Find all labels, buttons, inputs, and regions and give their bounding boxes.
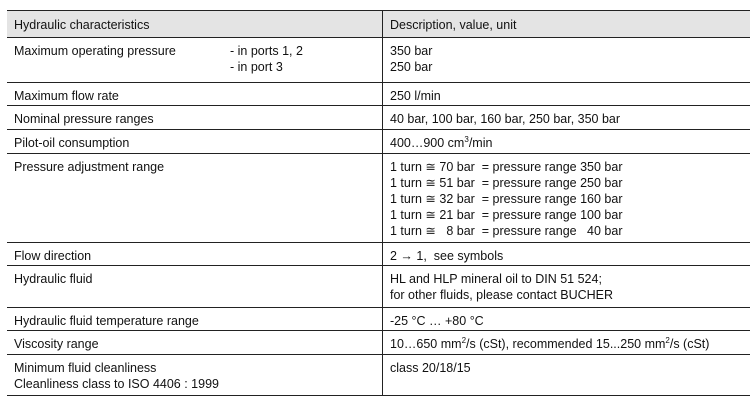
value-line: 1 turn ≅ 8 bar = pressure range 40 bar xyxy=(390,223,744,239)
value-line: class 20/18/15 xyxy=(390,360,744,376)
value-text: 250 l/min xyxy=(390,89,441,103)
value-text: 10…650 mm xyxy=(390,337,462,351)
characteristic-cell: Pilot-oil consumption xyxy=(7,129,383,154)
value-line: 10…650 mm2/s (cSt), recommended 15...250… xyxy=(390,336,744,352)
value-text: 2 → 1, see symbols xyxy=(390,249,504,263)
value-line: 1 turn ≅ 51 bar = pressure range 250 bar xyxy=(390,175,744,191)
hydraulic-characteristics-table: Hydraulic characteristics Description, v… xyxy=(7,10,750,396)
value-text: /s (cSt) xyxy=(669,337,710,351)
table-row: Hydraulic fluid temperature range -25 °C … xyxy=(7,307,750,331)
superscript: 2 xyxy=(461,336,467,345)
value-line: 1 turn ≅ 21 bar = pressure range 100 bar xyxy=(390,207,744,223)
value-text: class 20/18/15 xyxy=(390,361,471,375)
value-cell: 400…900 cm3/min xyxy=(382,129,750,154)
value-cell: class 20/18/15 xyxy=(382,354,750,396)
value-line: 250 bar xyxy=(390,59,744,75)
characteristic-cell: Hydraulic fluid temperature range xyxy=(7,307,383,331)
table-header-row: Hydraulic characteristics Description, v… xyxy=(7,10,750,38)
value-text: -25 °C … +80 °C xyxy=(390,314,484,328)
table-row: Viscosity range 10…650 mm2/s (cSt), recom… xyxy=(7,330,750,355)
value-line: 400…900 cm3/min xyxy=(390,135,744,151)
table-row: Hydraulic fluid HL and HLP mineral oil to… xyxy=(7,265,750,308)
table-row: Pressure adjustment range 1 turn ≅ 70 bar… xyxy=(7,153,750,243)
characteristic-cell: Nominal pressure ranges xyxy=(7,105,383,130)
characteristic-label: Cleanliness class to ISO 4406 : 1999 xyxy=(14,377,219,391)
characteristic-cell: Viscosity range xyxy=(7,330,383,355)
value-text: 1 turn ≅ 21 bar = pressure range 100 bar xyxy=(390,208,623,222)
table-row: Nominal pressure ranges 40 bar, 100 bar, … xyxy=(7,105,750,130)
table-row: Pilot-oil consumption 400…900 cm3/min xyxy=(7,129,750,154)
characteristic-label: Minimum fluid cleanliness xyxy=(14,361,157,375)
value-text: 40 bar, 100 bar, 160 bar, 250 bar, 350 b… xyxy=(390,112,621,126)
port-label: - in ports 1, 2 xyxy=(230,44,303,58)
characteristic-label: Flow direction xyxy=(14,249,92,263)
value-line: HL and HLP mineral oil to DIN 51 524; xyxy=(390,271,744,287)
value-line: 1 turn ≅ 32 bar = pressure range 160 bar xyxy=(390,191,744,207)
value-text: 1 turn ≅ 70 bar = pressure range 350 bar xyxy=(390,160,623,174)
characteristic-cell: Minimum fluid cleanliness Cleanliness cla… xyxy=(7,354,383,396)
value-cell: -25 °C … +80 °C xyxy=(382,307,750,331)
characteristic-cell: Maximum operating pressure - in ports 1, … xyxy=(7,37,383,83)
value-line: 2 → 1, see symbols xyxy=(390,248,744,264)
value-line: 350 bar xyxy=(390,43,744,59)
value-cell: 350 bar 250 bar xyxy=(382,37,750,83)
characteristic-cell: Flow direction xyxy=(7,242,383,266)
value-text: 1 turn ≅ 32 bar = pressure range 160 bar xyxy=(390,192,623,206)
port-label: - in port 3 xyxy=(230,60,283,74)
characteristic-label: Pressure adjustment range xyxy=(14,160,165,174)
value-line: 250 l/min xyxy=(390,88,744,104)
table-row: Maximum flow rate 250 l/min xyxy=(7,82,750,106)
value-line: 40 bar, 100 bar, 160 bar, 250 bar, 350 b… xyxy=(390,111,744,127)
value-text: 1 turn ≅ 51 bar = pressure range 250 bar xyxy=(390,176,623,190)
value-cell: 250 l/min xyxy=(382,82,750,106)
characteristic-label: Hydraulic fluid temperature range xyxy=(14,314,199,328)
value-text: /s (cSt), recommended 15...250 mm xyxy=(466,337,666,351)
header-characteristics: Hydraulic characteristics xyxy=(7,10,383,38)
value-line: -25 °C … +80 °C xyxy=(390,313,744,329)
characteristic-label: Pilot-oil consumption xyxy=(14,136,130,150)
characteristic-label: Hydraulic fluid xyxy=(14,272,93,286)
value-text: for other fluids, please contact BUCHER xyxy=(390,288,614,302)
value-cell: 2 → 1, see symbols xyxy=(382,242,750,266)
value-cell: 10…650 mm2/s (cSt), recommended 15...250… xyxy=(382,330,750,355)
value-line: 1 turn ≅ 70 bar = pressure range 350 bar xyxy=(390,159,744,175)
characteristic-label: Viscosity range xyxy=(14,337,99,351)
characteristic-label: Maximum flow rate xyxy=(14,89,119,103)
value-cell: 1 turn ≅ 70 bar = pressure range 350 bar… xyxy=(382,153,750,243)
characteristic-cell: Maximum flow rate xyxy=(7,82,383,106)
characteristic-cell: Pressure adjustment range xyxy=(7,153,383,243)
header-description: Description, value, unit xyxy=(382,10,750,38)
superscript: 2 xyxy=(665,336,670,345)
superscript: 3 xyxy=(464,135,469,144)
value-text: 1 turn ≅ 8 bar = pressure range 40 bar xyxy=(390,224,623,238)
value-text: 250 bar xyxy=(390,60,433,74)
value-text: /min xyxy=(468,136,493,150)
table-row: Maximum operating pressure - in ports 1, … xyxy=(7,37,750,83)
characteristic-label: Nominal pressure ranges xyxy=(14,112,154,126)
value-cell: HL and HLP mineral oil to DIN 51 524; for… xyxy=(382,265,750,308)
value-cell: 40 bar, 100 bar, 160 bar, 250 bar, 350 b… xyxy=(382,105,750,130)
table-row: Flow direction 2 → 1, see symbols xyxy=(7,242,750,266)
value-line: for other fluids, please contact BUCHER xyxy=(390,287,744,303)
value-text: 350 bar xyxy=(390,44,433,58)
characteristic-cell: Hydraulic fluid xyxy=(7,265,383,308)
value-text: HL and HLP mineral oil to DIN 51 524; xyxy=(390,272,602,286)
value-text: 400…900 cm xyxy=(390,136,465,150)
table-row: Minimum fluid cleanliness Cleanliness cla… xyxy=(7,354,750,396)
characteristic-label: Maximum operating pressure xyxy=(14,44,176,58)
